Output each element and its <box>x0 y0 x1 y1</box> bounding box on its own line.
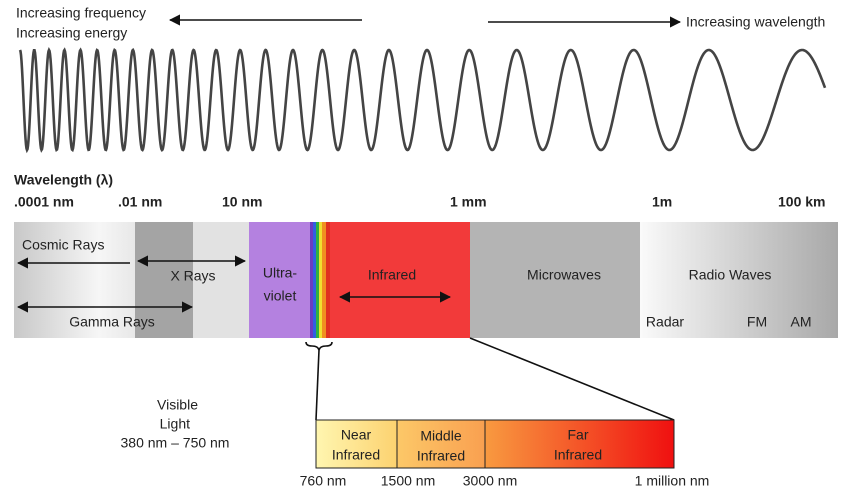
spectrum-bar <box>14 222 838 338</box>
axis-tick: .0001 nm <box>14 194 74 210</box>
segment-tick: 760 nm <box>300 473 347 489</box>
segment-label: Middle <box>420 428 461 444</box>
header-text: Increasing energy <box>16 25 127 41</box>
header-text: Increasing frequency <box>16 5 146 21</box>
band-label: Ultra- <box>263 265 298 281</box>
visible-label: Light <box>160 416 190 432</box>
band-label: Cosmic Rays <box>22 237 104 253</box>
segment-tick: 1 million nm <box>635 473 710 489</box>
band-label: AM <box>791 314 812 330</box>
wave <box>18 46 827 154</box>
segment-label: Near <box>341 427 372 443</box>
axis-tick: 1 mm <box>450 194 487 210</box>
segment-label: Infrared <box>417 448 465 464</box>
band-label: FM <box>747 314 767 330</box>
axis-tick: 10 nm <box>222 194 262 210</box>
connector <box>315 349 320 421</box>
visible-label: 380 nm – 750 nm <box>121 435 230 451</box>
band-label: Radio Waves <box>689 267 772 283</box>
band-label: Microwaves <box>527 267 601 283</box>
axis-tick: 100 km <box>778 194 825 210</box>
segment-label: Infrared <box>332 447 380 463</box>
segment-tick: 1500 nm <box>381 473 435 489</box>
header-text: Increasing wavelength <box>686 14 825 30</box>
band-label: Gamma Rays <box>69 314 155 330</box>
band-label: X Rays <box>170 268 215 284</box>
axis-title: Wavelength (λ) <box>14 172 113 188</box>
brace <box>305 341 333 351</box>
axis-tick: 1m <box>652 194 672 210</box>
segment-tick: 3000 nm <box>463 473 517 489</box>
segment-label: Far <box>568 427 589 443</box>
band-label: violet <box>264 288 297 304</box>
band-label: Radar <box>646 314 684 330</box>
band-label: Infrared <box>368 267 416 283</box>
visible-label: Visible <box>157 397 198 413</box>
infrared-box <box>315 419 675 469</box>
axis-tick: .01 nm <box>118 194 162 210</box>
segment-label: Infrared <box>554 447 602 463</box>
connector <box>469 337 675 421</box>
